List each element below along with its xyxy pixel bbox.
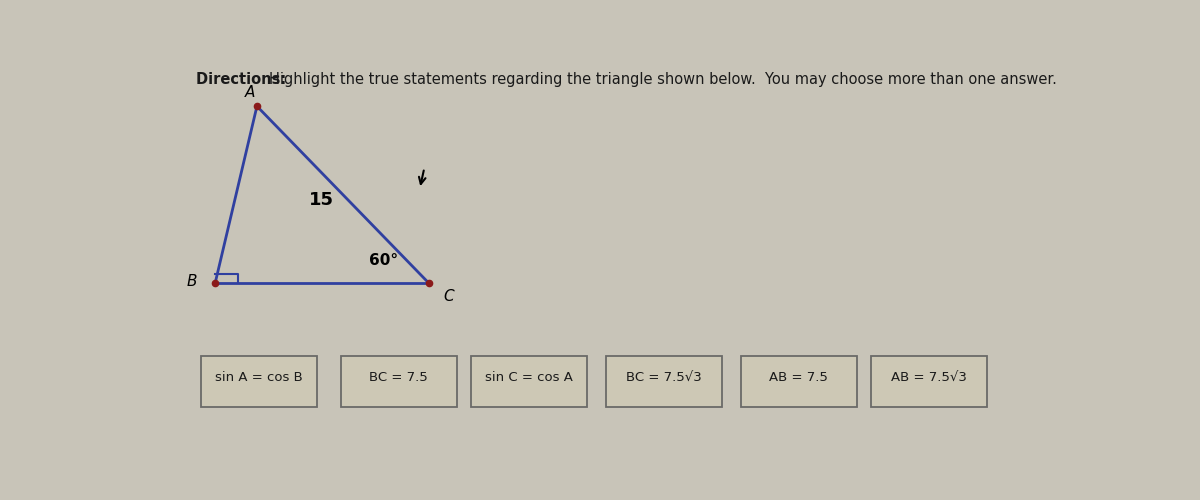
Text: BC = 7.5√3: BC = 7.5√3	[626, 371, 702, 384]
Bar	[470, 356, 587, 406]
Bar	[871, 356, 986, 406]
Text: sin C = cos A: sin C = cos A	[485, 371, 572, 384]
Text: Highlight the true statements regarding the triangle shown below.  You may choos: Highlight the true statements regarding …	[269, 72, 1057, 86]
Text: 15: 15	[308, 192, 334, 210]
Text: A: A	[245, 86, 254, 100]
Text: C: C	[443, 289, 454, 304]
Text: B: B	[187, 274, 197, 289]
Bar	[740, 356, 857, 406]
Bar	[202, 356, 317, 406]
Bar	[341, 356, 457, 406]
Text: Directions:: Directions:	[197, 72, 292, 86]
Text: BC = 7.5: BC = 7.5	[370, 371, 428, 384]
Text: AB = 7.5√3: AB = 7.5√3	[890, 371, 967, 384]
Text: 60°: 60°	[368, 253, 397, 268]
Text: sin A = cos B: sin A = cos B	[216, 371, 304, 384]
Text: AB = 7.5: AB = 7.5	[769, 371, 828, 384]
Bar	[606, 356, 722, 406]
